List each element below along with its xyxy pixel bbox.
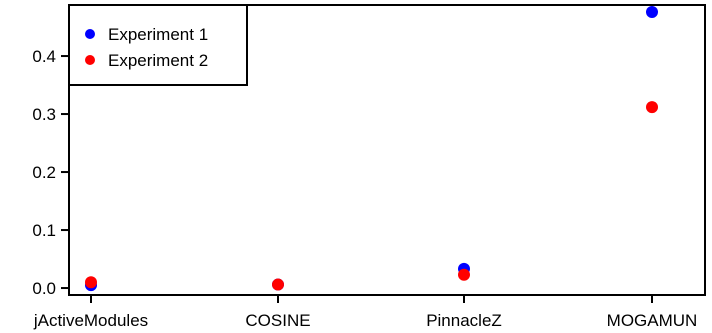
legend-box xyxy=(68,4,248,86)
point-experiment-1-mogamun xyxy=(646,5,658,18)
legend-marker-experiment-2 xyxy=(85,55,95,65)
x-tick-label: PinnacleZ xyxy=(426,311,502,330)
y-axis: 0.0 0.1 0.2 0.3 0.4 xyxy=(32,47,69,298)
x-tick-label: MOGAMUN xyxy=(607,311,698,330)
y-tick-label: 0.2 xyxy=(32,163,56,182)
y-tick-label: 0.3 xyxy=(32,105,56,124)
x-tick-label: jActiveModules xyxy=(33,311,148,330)
plot-frame xyxy=(68,4,706,296)
point-experiment-2-cosine xyxy=(272,278,284,291)
legend-label-experiment-2: Experiment 2 xyxy=(108,51,208,70)
point-experiment-2-jactivemodules xyxy=(85,276,97,289)
legend-label-experiment-1: Experiment 1 xyxy=(108,25,208,44)
x-tick-label: COSINE xyxy=(245,311,310,330)
data-points xyxy=(85,5,658,292)
point-experiment-2-pinnaclez xyxy=(458,268,470,281)
y-tick-label: 0.4 xyxy=(32,47,56,66)
y-tick-label: 0.0 xyxy=(32,279,56,298)
y-tick-label: 0.1 xyxy=(32,221,56,240)
point-experiment-2-mogamun xyxy=(646,101,658,114)
x-axis: jActiveModules COSINE PinnacleZ MOGAMUN xyxy=(33,295,698,330)
legend: Experiment 1 Experiment 2 xyxy=(68,4,248,86)
legend-marker-experiment-1 xyxy=(85,29,95,39)
